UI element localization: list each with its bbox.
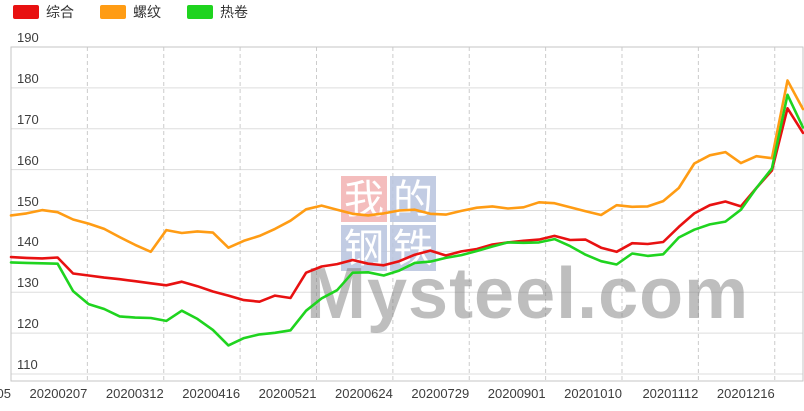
y-axis-label: 180 (17, 70, 39, 86)
legend-label-hrc: 热卷 (220, 4, 248, 20)
watermark-character: 的 (393, 177, 433, 222)
watermark-brand: Mysteel.com (306, 254, 749, 334)
y-axis-label: 170 (17, 111, 39, 127)
legend-label-composite: 综合 (46, 4, 74, 20)
series-line-1-rebar[interactable] (9, 79, 804, 254)
legend-item-rebar[interactable]: 螺纹 (100, 5, 161, 19)
legend-swatch-hrc (187, 5, 213, 19)
y-axis-label: 130 (17, 275, 39, 291)
x-axis-label: 20201112 (642, 386, 699, 401)
legend-label-rebar: 螺纹 (133, 4, 161, 20)
x-axis-label: 20200416 (182, 386, 241, 401)
y-axis-label: 110 (17, 357, 38, 373)
y-axis-label: 120 (17, 316, 39, 332)
plot-border (10, 46, 804, 382)
legend-swatch-rebar (100, 5, 126, 19)
legend-item-composite[interactable]: 综合 (13, 5, 74, 19)
series-line-0-composite[interactable] (9, 107, 804, 304)
y-axis-label: 150 (17, 193, 39, 209)
x-axis-label: 20200729 (411, 386, 470, 401)
legend-swatch-composite (13, 5, 39, 19)
x-axis-label: 20201010 (564, 386, 622, 401)
x-axis-label: 20201216 (716, 386, 775, 401)
y-axis-label: 190 (17, 30, 39, 45)
x-axis-label: 20200901 (487, 386, 546, 401)
legend: 综合 螺纹 热卷 (13, 5, 248, 19)
x-axis-label: 20200207 (29, 386, 88, 401)
legend-item-hrc[interactable]: 热卷 (187, 5, 248, 19)
x-axis-label: 20200521 (258, 386, 317, 401)
x-axis-label: 20200312 (105, 386, 164, 401)
y-axis-label: 140 (17, 234, 39, 250)
x-axis-label: 20200624 (335, 386, 393, 401)
y-axis-label: 160 (17, 152, 39, 168)
x-axis-label: 20200105 (0, 386, 11, 401)
series-line-2-hrc[interactable] (9, 93, 804, 347)
